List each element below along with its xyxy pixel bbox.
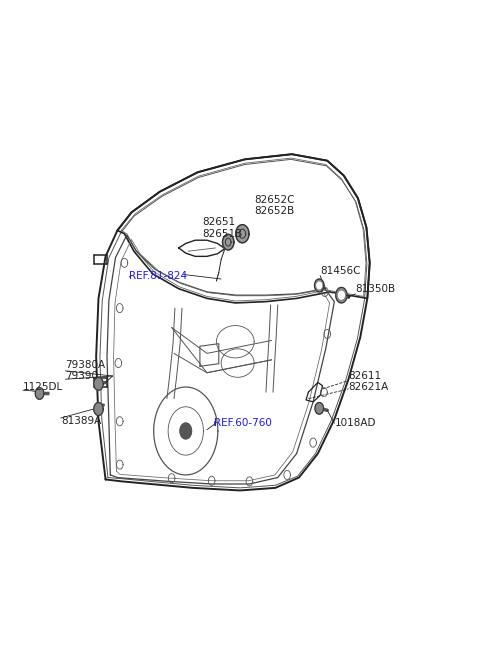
Text: 79390: 79390 <box>65 371 98 381</box>
Text: REF.81-824: REF.81-824 <box>129 271 187 281</box>
Text: REF.60-760: REF.60-760 <box>0 654 1 655</box>
Polygon shape <box>338 291 344 299</box>
Text: 81350B: 81350B <box>356 284 396 294</box>
Polygon shape <box>317 282 322 289</box>
Polygon shape <box>94 403 103 415</box>
Polygon shape <box>94 377 103 390</box>
Polygon shape <box>36 388 44 400</box>
Text: 82621A: 82621A <box>348 382 389 392</box>
Polygon shape <box>236 225 249 243</box>
Polygon shape <box>314 279 324 292</box>
Text: REF.60-760: REF.60-760 <box>214 419 272 428</box>
Text: 1018AD: 1018AD <box>335 418 376 428</box>
Text: REF.81-824: REF.81-824 <box>0 654 1 655</box>
Text: 82611: 82611 <box>348 371 382 381</box>
Text: 82651B: 82651B <box>202 229 242 239</box>
Polygon shape <box>180 423 192 439</box>
Polygon shape <box>315 403 324 414</box>
Text: 81456C: 81456C <box>320 266 360 276</box>
Polygon shape <box>336 288 347 303</box>
Text: 81389A: 81389A <box>61 416 101 426</box>
Polygon shape <box>223 234 234 250</box>
Text: 82651: 82651 <box>202 217 235 227</box>
Text: 82652C: 82652C <box>254 195 295 204</box>
Text: 1125DL: 1125DL <box>23 382 63 392</box>
Text: 79380A: 79380A <box>65 360 106 369</box>
Text: 82652B: 82652B <box>254 206 294 216</box>
